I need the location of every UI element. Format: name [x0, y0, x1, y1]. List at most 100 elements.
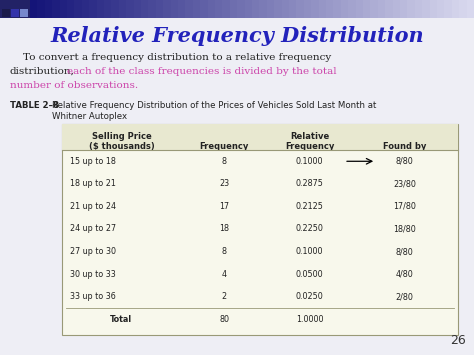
Text: 4: 4 [222, 269, 227, 279]
Text: 0.1000: 0.1000 [296, 157, 323, 166]
Text: 17: 17 [219, 202, 229, 211]
Bar [304, 0, 311, 18]
Bar [60, 0, 67, 18]
Text: 23/80: 23/80 [393, 179, 416, 189]
Bar [222, 0, 230, 18]
Bar [134, 0, 141, 18]
Text: 80: 80 [219, 315, 229, 324]
Text: 24 up to 27: 24 up to 27 [70, 224, 116, 234]
Text: 17/80: 17/80 [393, 202, 416, 211]
Text: 8/80: 8/80 [396, 247, 413, 256]
Bar [274, 0, 282, 18]
Bar [141, 0, 148, 18]
Text: 21 up to 24: 21 up to 24 [70, 202, 116, 211]
Bar [30, 0, 37, 18]
Bar [437, 0, 445, 18]
Bar [445, 0, 452, 18]
Bar [126, 0, 134, 18]
Bar [45, 0, 52, 18]
Text: 0.1000: 0.1000 [296, 247, 323, 256]
Bar [245, 0, 252, 18]
Text: Relative: Relative [290, 132, 329, 141]
Text: 8: 8 [222, 157, 227, 166]
Bar [62, 124, 458, 335]
Bar [363, 0, 370, 18]
Bar [289, 0, 296, 18]
Text: TABLE 2–8: TABLE 2–8 [10, 101, 59, 110]
Bar [259, 0, 267, 18]
Text: Relative Frequency Distribution of the Prices of Vehicles Sold Last Month at: Relative Frequency Distribution of the P… [52, 101, 376, 110]
Bar [356, 0, 363, 18]
Bar [429, 0, 437, 18]
Bar [185, 0, 193, 18]
Bar [193, 0, 200, 18]
Bar [20, 9, 28, 17]
Text: 23: 23 [219, 179, 229, 189]
Bar [311, 0, 319, 18]
Bar [230, 0, 237, 18]
Bar [171, 0, 178, 18]
Bar [296, 0, 304, 18]
Bar [119, 0, 126, 18]
Bar [333, 0, 341, 18]
Bar [407, 0, 415, 18]
Bar [237, 0, 245, 18]
Bar [282, 0, 289, 18]
Text: 18 up to 21: 18 up to 21 [70, 179, 116, 189]
Text: Selling Price: Selling Price [91, 132, 151, 141]
Bar [82, 0, 89, 18]
Text: 18/80: 18/80 [393, 224, 416, 234]
Text: 18: 18 [219, 224, 229, 234]
Bar [415, 0, 422, 18]
Text: Frequency: Frequency [285, 142, 334, 151]
Text: number of observations.: number of observations. [10, 81, 138, 90]
Text: 15 up to 18: 15 up to 18 [70, 157, 116, 166]
Bar [422, 0, 429, 18]
Text: distribution,: distribution, [10, 67, 75, 76]
Bar [341, 0, 348, 18]
Text: 8: 8 [222, 247, 227, 256]
Bar [178, 0, 185, 18]
Bar [62, 124, 458, 150]
Text: To convert a frequency distribution to a relative frequency: To convert a frequency distribution to a… [10, 53, 331, 62]
Bar [378, 0, 385, 18]
Text: 0.0250: 0.0250 [296, 292, 323, 301]
Text: 26: 26 [450, 334, 466, 347]
Text: 2/80: 2/80 [396, 292, 413, 301]
Bar [11, 9, 19, 17]
Bar [400, 0, 407, 18]
Text: 4/80: 4/80 [396, 269, 413, 279]
Bar [385, 0, 392, 18]
Bar [208, 0, 215, 18]
Bar [163, 0, 171, 18]
Bar [2, 9, 10, 17]
Text: 2: 2 [222, 292, 227, 301]
Text: 0.2250: 0.2250 [296, 224, 323, 234]
Text: 33 up to 36: 33 up to 36 [70, 292, 116, 301]
Bar [348, 0, 356, 18]
Text: Relative Frequency Distribution: Relative Frequency Distribution [50, 26, 424, 46]
Bar [52, 0, 60, 18]
Bar [156, 0, 163, 18]
Text: Total: Total [110, 315, 132, 324]
Bar [89, 0, 97, 18]
Bar [459, 0, 466, 18]
Bar [326, 0, 333, 18]
Text: Frequency: Frequency [200, 142, 249, 151]
Text: ($ thousands): ($ thousands) [89, 142, 154, 151]
Bar [200, 0, 208, 18]
Bar [74, 0, 82, 18]
Text: 27 up to 30: 27 up to 30 [70, 247, 116, 256]
Text: each of the class frequencies is divided by the total: each of the class frequencies is divided… [67, 67, 337, 76]
Text: 1.0000: 1.0000 [296, 315, 323, 324]
Bar [37, 0, 45, 18]
Bar [97, 0, 104, 18]
Bar [0, 0, 30, 18]
Text: 0.2875: 0.2875 [296, 179, 323, 189]
Bar [452, 0, 459, 18]
Bar [466, 0, 474, 18]
Text: 30 up to 33: 30 up to 33 [70, 269, 116, 279]
Bar [111, 0, 119, 18]
Text: 0.2125: 0.2125 [296, 202, 323, 211]
Text: Whitner Autoplex: Whitner Autoplex [52, 112, 127, 121]
